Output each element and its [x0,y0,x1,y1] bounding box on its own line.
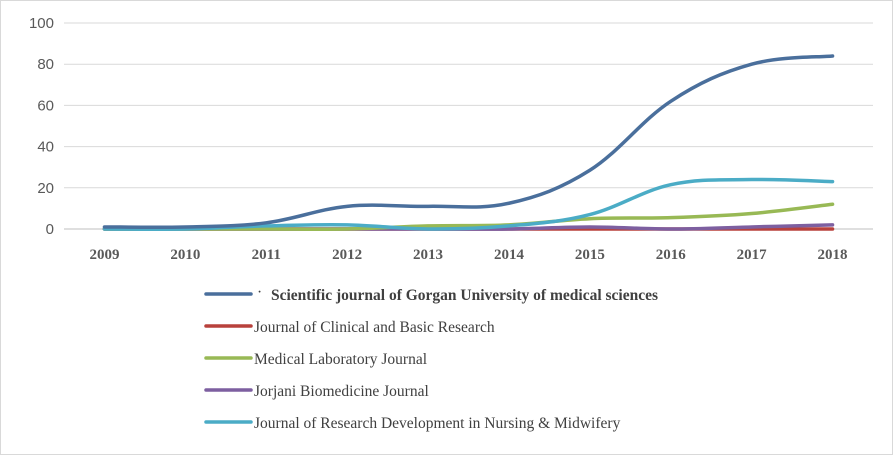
series-lines [102,54,835,231]
x-tick-label: 2016 [656,247,687,263]
x-tick-label: 2013 [413,247,443,263]
y-tick-label: 80 [37,56,54,73]
legend-entry: Journal of Clinical and Basic Research [204,319,495,336]
y-tick-label: 0 [46,221,54,238]
gridlines [64,22,873,189]
legend-marker: · [257,284,262,301]
legend-entry: Medical Laboratory Journal [204,351,427,368]
legend: · Scientific journal of Gorgan University… [204,284,658,432]
x-tick-label: 2011 [252,247,281,263]
x-tick-label: 2009 [89,247,119,263]
y-axis: 0 20 40 60 80 100 [29,15,54,238]
legend-label: Scientific journal of Gorgan University … [271,287,658,304]
x-tick-label: 2010 [170,247,200,263]
legend-entry: Journal of Research Development in Nursi… [204,415,621,432]
x-tick-label: 2015 [575,247,605,263]
legend-label: Medical Laboratory Journal [254,351,427,368]
y-tick-label: 40 [37,139,54,156]
series-line [102,177,835,231]
legend-entry: · Scientific journal of Gorgan University… [204,284,658,304]
legend-label: Journal of Clinical and Basic Research [254,319,495,336]
legend-label: Jorjani Biomedicine Journal [254,383,429,400]
x-tick-label: 2017 [737,247,768,263]
x-tick-label: 2018 [818,247,848,263]
y-tick-label: 20 [37,180,54,197]
x-axis: 2009 2010 2011 2012 2013 2014 2015 2016 2017 2018 [64,228,873,263]
y-tick-label: 60 [37,97,54,114]
y-tick-label: 100 [29,15,54,32]
x-tick-label: 2014 [494,247,525,263]
series-line [102,54,835,230]
legend-entry: Jorjani Biomedicine Journal [204,383,429,400]
x-tick-label: 2012 [332,247,362,263]
legend-label: Journal of Research Development in Nursi… [254,415,621,432]
